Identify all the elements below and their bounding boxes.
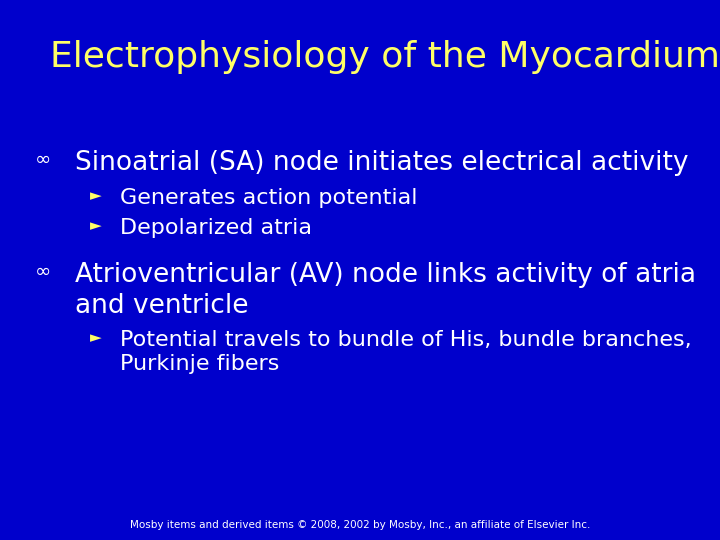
Text: Generates action potential: Generates action potential [120, 188, 418, 208]
Text: Mosby items and derived items © 2008, 2002 by Mosby, Inc., an affiliate of Elsev: Mosby items and derived items © 2008, 20… [130, 520, 590, 530]
Text: ∞: ∞ [35, 262, 51, 281]
Text: ►: ► [90, 188, 102, 203]
Text: Electrophysiology of the Myocardium: Electrophysiology of the Myocardium [50, 40, 720, 74]
Text: ►: ► [90, 330, 102, 345]
Text: ∞: ∞ [35, 150, 51, 169]
Text: Atrioventricular (AV) node links activity of atria
and ventricle: Atrioventricular (AV) node links activit… [75, 262, 696, 319]
Text: Potential travels to bundle of His, bundle branches,
Purkinje fibers: Potential travels to bundle of His, bund… [120, 330, 692, 374]
Text: Depolarized atria: Depolarized atria [120, 218, 312, 238]
Text: ►: ► [90, 218, 102, 233]
Text: Sinoatrial (SA) node initiates electrical activity: Sinoatrial (SA) node initiates electrica… [75, 150, 688, 176]
